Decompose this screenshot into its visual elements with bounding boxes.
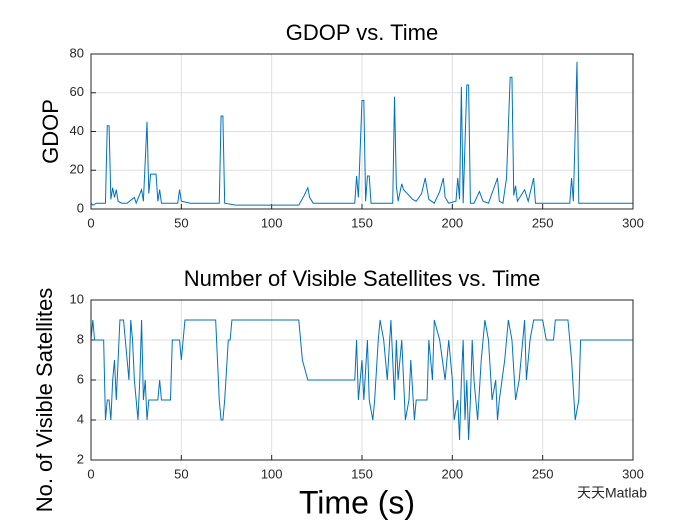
watermark: 天天Matlab — [577, 485, 647, 501]
chart-title: Number of Visible Satellites vs. Time — [184, 266, 541, 291]
x-tick-label: 300 — [622, 466, 644, 481]
x-tick-label: 200 — [441, 466, 463, 481]
x-tick-label: 150 — [351, 215, 373, 230]
y-tick-label: 10 — [70, 291, 84, 306]
x-tick-label: 300 — [622, 215, 644, 230]
x-tick-label: 150 — [351, 466, 373, 481]
y-axis-label: GDOP — [38, 99, 63, 164]
data-line — [90, 319, 633, 441]
x-tick-label: 0 — [87, 466, 94, 481]
x-tick-label: 50 — [174, 466, 188, 481]
y-tick-label: 6 — [77, 371, 84, 386]
data-line — [90, 61, 633, 206]
x-tick-label: 0 — [87, 215, 94, 230]
chart-title: GDOP vs. Time — [286, 20, 438, 45]
y-tick-label: 8 — [77, 331, 84, 346]
y-tick-label: 60 — [70, 84, 84, 99]
y-tick-label: 20 — [70, 162, 84, 177]
x-tick-label: 100 — [261, 215, 283, 230]
axes-box — [90, 299, 634, 461]
y-tick-label: 0 — [77, 200, 84, 215]
x-tick-label: 200 — [441, 215, 463, 230]
axes-box — [90, 53, 634, 210]
x-tick-label: 50 — [174, 215, 188, 230]
y-tick-label: 40 — [70, 123, 84, 138]
x-tick-label: 100 — [261, 466, 283, 481]
y-tick-label: 80 — [70, 45, 84, 60]
y-tick-label: 4 — [77, 411, 84, 426]
y-tick-label: 2 — [77, 451, 84, 466]
x-tick-label: 250 — [532, 215, 554, 230]
x-axis-label: Time (s) — [299, 484, 415, 520]
y-axis-label: No. of Visible Satellites — [32, 288, 57, 513]
x-tick-label: 250 — [532, 466, 554, 481]
